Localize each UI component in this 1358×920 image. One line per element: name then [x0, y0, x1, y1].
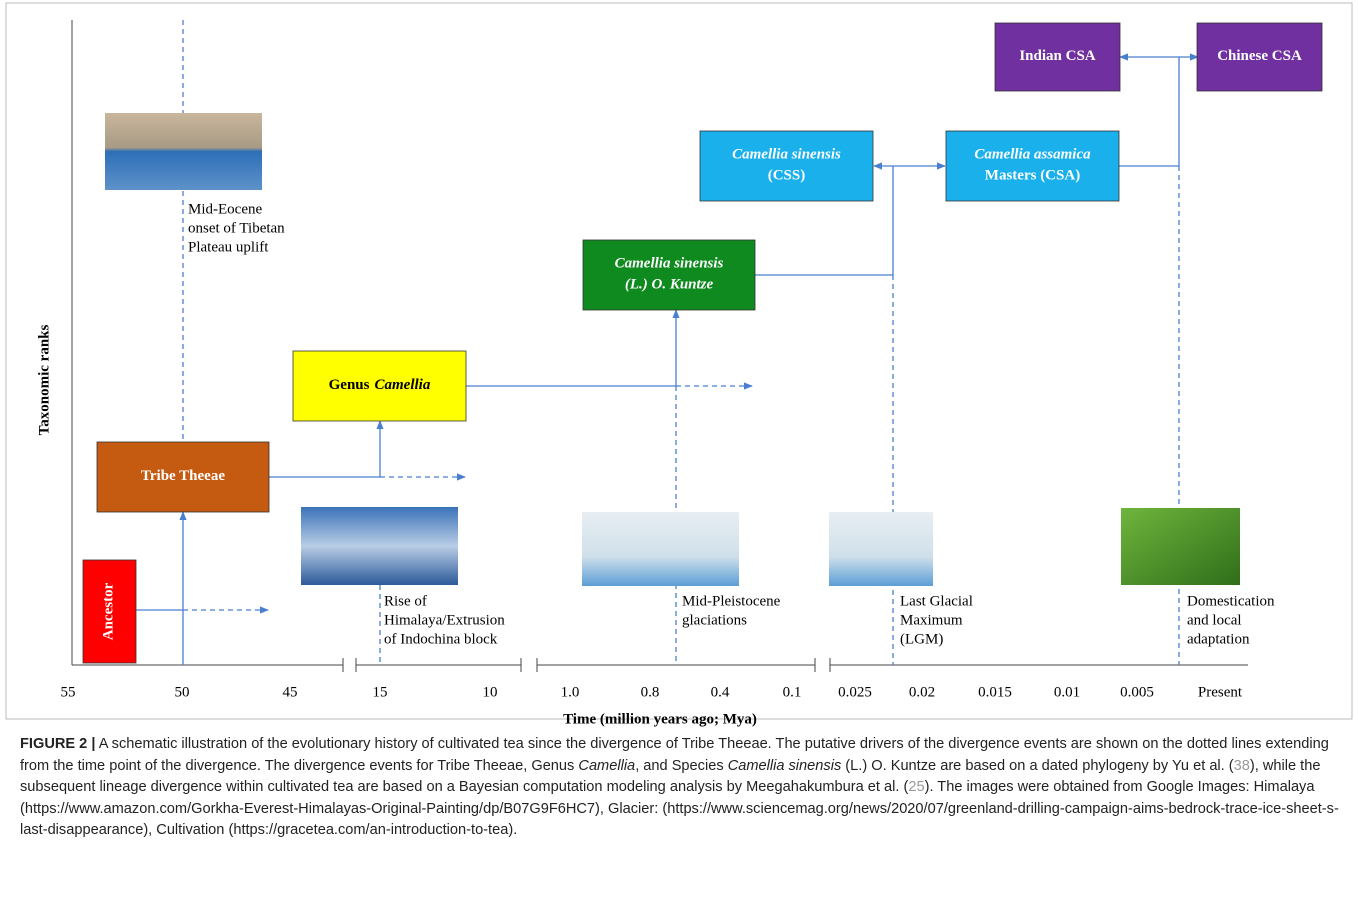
node-box [994, 22, 1121, 92]
caption-text: ). The images were obtained from Google … [20, 779, 1339, 839]
node-label: Camellia assamica Masters (CSA) [974, 147, 1091, 184]
figure-border [5, 2, 1353, 720]
event-label: adaptation [1187, 631, 1250, 647]
node-box [82, 559, 137, 664]
y-axis-label: Taxonomic ranks [36, 324, 52, 435]
x-tick-label: 10 [483, 684, 498, 700]
figure: 55 50 45 15 10 1.0 0.8 0.4 0.1 0.025 0.02 0.015 0.01… [5, 2, 1353, 727]
photo [105, 113, 262, 190]
x-axis-label: Time (million years ago; Mya) [563, 711, 757, 727]
node-label-part: Camellia [375, 377, 431, 393]
x-tick-label: 45 [283, 684, 298, 700]
photo [1121, 508, 1240, 585]
node-label-part: Ancestor [101, 582, 117, 640]
event-label: and local [1187, 612, 1242, 628]
node-label: Camellia sinensis (L.) O. Kuntze [615, 256, 724, 293]
node-label-part: Genus [329, 377, 370, 393]
photo [829, 512, 933, 586]
caption-text: ), while the subsequent lineage divergen… [20, 757, 1321, 796]
caption-text: Camellia sinensis [727, 757, 842, 774]
node-label: Genus Camellia [329, 377, 431, 393]
x-tick-label: 0.8 [641, 684, 660, 700]
event-label: Last Glacial [900, 593, 973, 609]
x-tick-label: 0.015 [978, 684, 1012, 700]
node-label-part: Camellia sinensis [615, 256, 724, 272]
x-tick-label: 1.0 [561, 684, 580, 700]
event-label: (LGM) [900, 631, 943, 647]
diagram: 55 50 45 15 10 1.0 0.8 0.4 0.1 0.025 0.02 0.015 0.01… [61, 22, 1323, 700]
event-label: Rise of [384, 593, 427, 609]
node-label-part: Indian CSA [1019, 48, 1095, 64]
reference-link[interactable]: 38 [1233, 757, 1250, 774]
node-box [292, 350, 467, 422]
caption-text: A schematic illustration of the evolutio… [20, 736, 1329, 774]
event-label: Domestication [1187, 593, 1275, 609]
node-label: Ancestor [101, 582, 117, 640]
node-box [1196, 22, 1323, 92]
node-label: Chinese CSA [1217, 48, 1302, 64]
node-label-part: Camellia sinensis [732, 147, 841, 163]
node-box [699, 130, 874, 202]
event-label: Mid-Eocene [188, 201, 262, 217]
node-box [582, 239, 756, 311]
caption-label: FIGURE 2 | [20, 736, 96, 752]
node-label: Indian CSA [1019, 48, 1095, 64]
x-tick-label: 15 [373, 684, 388, 700]
node-label-part: (CSS) [768, 168, 806, 184]
caption-text: Camellia [578, 757, 636, 774]
x-tick-label: 0.02 [909, 684, 935, 700]
x-tick-label: 0.4 [711, 684, 730, 700]
event-label: Maximum [900, 612, 963, 628]
event-label: Mid-Pleistocene [682, 593, 781, 609]
event-label: Himalaya/Extrusion [384, 612, 505, 628]
x-tick-label: 55 [61, 684, 76, 700]
x-tick-label: 0.1 [783, 684, 802, 700]
node-label-part: Tribe Theeae [141, 468, 225, 484]
event-label: onset of Tibetan [188, 220, 285, 236]
photo [301, 507, 458, 585]
node-label-part: Camellia assamica [974, 147, 1091, 163]
photo [582, 512, 739, 586]
node-box [945, 130, 1120, 202]
reference-link[interactable]: 25 [908, 779, 925, 796]
node-label-part: Masters (CSA) [985, 168, 1080, 184]
caption-text: (L.) O. Kuntze are based on a dated phyl… [841, 757, 1234, 774]
caption: FIGURE 2 | A schematic illustration of t… [20, 734, 1342, 842]
x-tick-label: Present [1198, 684, 1243, 700]
node-box [96, 441, 270, 513]
event-label: Plateau uplift [188, 239, 269, 255]
node-label-part: (L.) O. Kuntze [625, 277, 714, 293]
node-label-part: Chinese CSA [1217, 48, 1302, 64]
event-label: of Indochina block [384, 631, 498, 647]
node-label: Tribe Theeae [141, 468, 225, 484]
caption-text: , and Species [635, 757, 728, 774]
x-tick-label: 50 [175, 684, 190, 700]
x-tick-label: 0.025 [838, 684, 872, 700]
node-label: Camellia sinensis (CSS) [732, 147, 841, 184]
x-tick-label: 0.01 [1054, 684, 1080, 700]
x-tick-label: 0.005 [1120, 684, 1154, 700]
event-label: glaciations [682, 612, 747, 628]
